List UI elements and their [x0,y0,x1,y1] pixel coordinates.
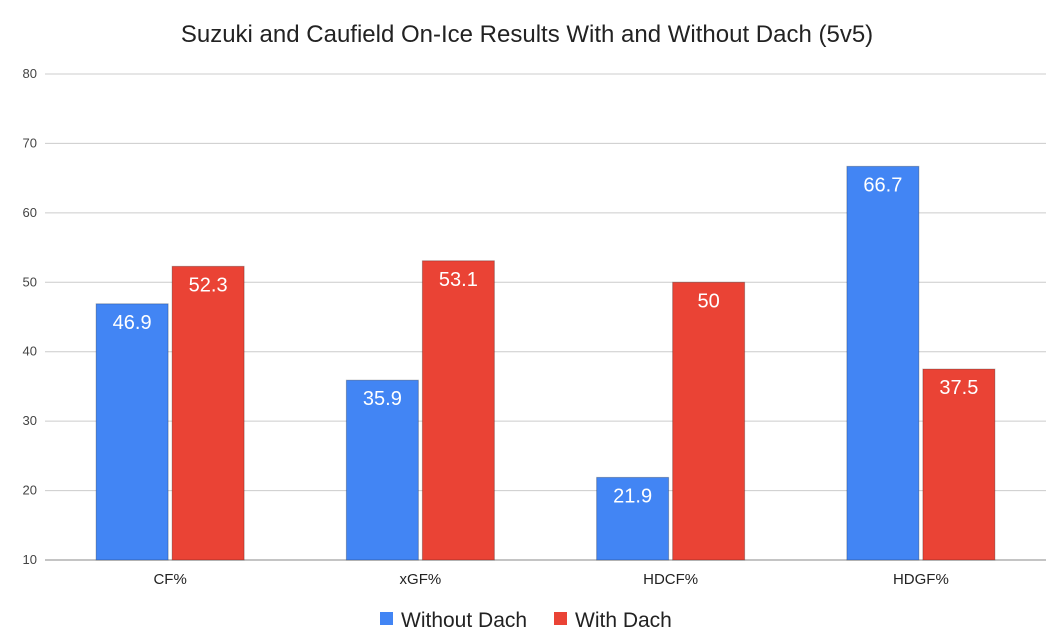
bar-without-dach [596,476,670,561]
bar-with-dach [672,281,746,561]
x-category-label: CF% [153,571,186,588]
bar-with-dach [421,260,495,561]
data-label: 37.5 [939,377,978,399]
legend-swatch [380,612,393,625]
y-tick-label: 80 [23,66,37,81]
x-category-label: xGF% [400,571,442,588]
bar-with-dach [171,265,245,561]
data-label: 35.9 [363,388,402,410]
y-tick-label: 30 [23,413,37,428]
y-tick-label: 50 [23,274,37,289]
y-tick-label: 10 [23,552,37,567]
bar-without-dach [95,303,169,561]
data-label: 50 [698,290,720,312]
chart-title: Suzuki and Caufield On-Ice Results With … [181,21,873,48]
x-category-label: HDCF% [643,571,698,588]
y-axis-ticks: 10 20 30 40 50 60 70 80 [23,66,37,567]
legend-swatch [554,612,567,625]
x-axis-categories: CF% xGF% HDCF% HDGF% [153,571,948,588]
legend-label: With Dach [575,609,672,632]
data-label: 52.3 [189,274,228,296]
bar-without-dach [345,379,419,561]
data-label: 66.7 [863,174,902,196]
legend: Without Dach With Dach [380,609,672,632]
x-category-label: HDGF% [893,571,949,588]
y-tick-label: 70 [23,135,37,150]
data-labels: 46.9 52.3 35.9 53.1 21.9 50 66.7 37.5 [113,174,979,507]
y-tick-label: 60 [23,205,37,220]
legend-label: Without Dach [401,609,527,632]
data-label: 21.9 [613,485,652,507]
data-label: 53.1 [439,269,478,291]
bar-without-dach [846,165,920,561]
bars [95,165,996,561]
y-tick-label: 40 [23,344,37,359]
y-tick-label: 20 [23,483,37,498]
data-label: 46.9 [113,312,152,334]
bar-with-dach [922,368,996,561]
